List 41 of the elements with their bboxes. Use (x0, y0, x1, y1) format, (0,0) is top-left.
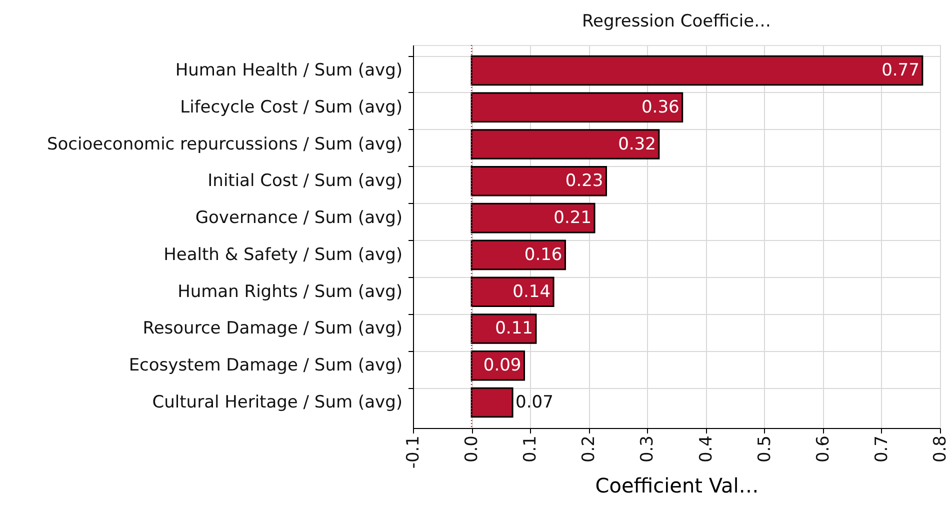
y-tick-label: Socioeconomic repurcussions / Sum (avg) (46, 134, 402, 154)
y-tick-label: Ecosystem Damage / Sum (avg) (128, 356, 402, 376)
y-tick-label: Lifecycle Cost / Sum (avg) (180, 97, 402, 118)
x-tick-label: 0.7 (872, 436, 892, 463)
x-tick-label: 0.1 (520, 436, 541, 463)
y-tick-label: Human Rights / Sum (avg) (178, 282, 402, 302)
bar (470, 387, 514, 418)
bar (470, 276, 554, 307)
data-label: 0.14 (512, 282, 551, 302)
y-tick-label: Health & Safety / Sum (avg) (164, 244, 402, 265)
data-label: 0.07 (516, 392, 554, 413)
data-label: 0.16 (524, 244, 562, 265)
bar (470, 314, 537, 344)
data-label: 0.23 (565, 171, 604, 192)
bar (470, 55, 924, 86)
x-tick-label: 0.2 (579, 436, 600, 463)
bar (470, 129, 660, 160)
x-tick-label: 0.6 (813, 436, 834, 463)
x-tick-label: 0.4 (696, 436, 716, 463)
y-tick-label: Human Health / Sum (avg) (175, 60, 402, 80)
data-label: 0.36 (641, 97, 680, 118)
bar (470, 202, 596, 234)
x-tick-label: -0.1 (404, 436, 424, 469)
x-tick-label: 0.3 (638, 436, 658, 463)
bar (470, 166, 607, 196)
x-tick-label: 0.0 (462, 436, 482, 463)
data-label: 0.21 (554, 208, 592, 228)
x-tick-label: 0.8 (930, 436, 949, 463)
data-label: 0.32 (618, 134, 656, 154)
y-tick-label: Resource Damage / Sum (avg) (142, 318, 402, 339)
data-label: 0.77 (882, 60, 920, 80)
x-tick-label: 0.5 (754, 436, 775, 463)
bar (470, 240, 566, 270)
x-axis-title: Coefficient Val… (595, 474, 759, 498)
y-tick-label: Governance / Sum (avg) (195, 208, 402, 228)
y-tick-label: Initial Cost / Sum (avg) (208, 171, 402, 192)
chart-title: Regression Coefficie… (582, 11, 772, 32)
bar (470, 92, 684, 122)
data-label: 0.11 (495, 318, 533, 339)
y-tick-label: Cultural Heritage / Sum (avg) (152, 392, 402, 413)
data-label: 0.09 (483, 356, 522, 376)
